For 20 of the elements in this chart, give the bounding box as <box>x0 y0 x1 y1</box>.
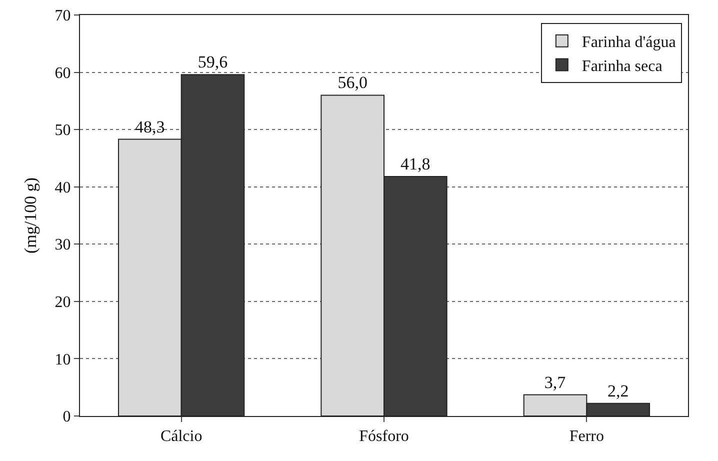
x-tick-label: Cálcio <box>160 428 202 446</box>
y-tick-label: 0 <box>62 408 71 426</box>
data-label: 2,2 <box>607 381 629 400</box>
legend-label: Farinha d'água <box>582 34 676 52</box>
y-tick-label: 50 <box>54 122 71 140</box>
data-label: 41,8 <box>400 154 430 174</box>
x-tick-label: Ferro <box>569 428 604 446</box>
data-label: 59,6 <box>198 52 228 72</box>
y-tick-label: 40 <box>54 179 71 196</box>
y-tick-label: 30 <box>54 236 71 254</box>
data-label: 56,0 <box>338 73 368 92</box>
data-label: 3,7 <box>544 372 566 392</box>
y-tick-label: 60 <box>54 64 71 82</box>
y-axis-title: (mg/100 g) <box>21 177 40 254</box>
y-tick-label: 10 <box>54 351 71 368</box>
data-label: 48,3 <box>135 117 165 136</box>
x-tick-label: Fósforo <box>359 428 409 446</box>
y-tick-label: 70 <box>54 8 71 25</box>
legend-label: Farinha seca <box>582 58 662 75</box>
y-tick-label: 20 <box>54 294 71 312</box>
